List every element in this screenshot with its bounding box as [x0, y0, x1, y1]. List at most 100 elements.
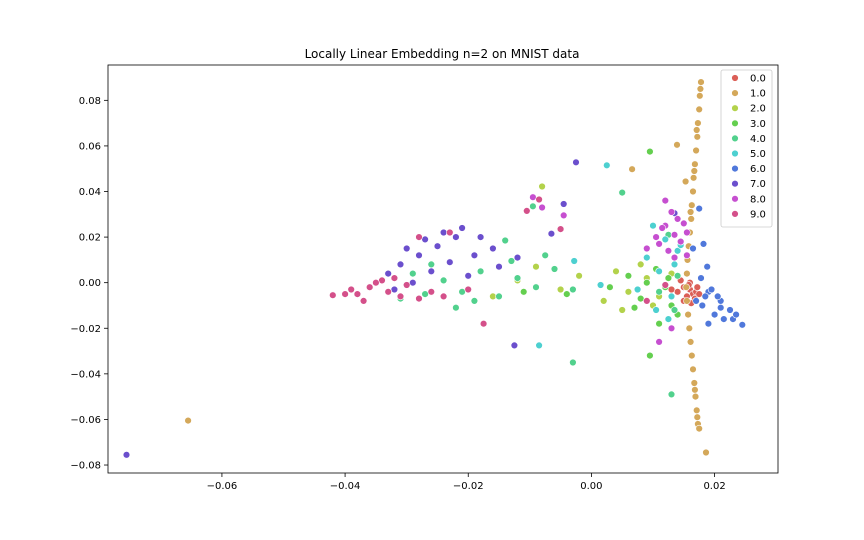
point-1.0-18 [685, 324, 693, 332]
point-5.0-11 [596, 281, 605, 289]
point-4.0-5 [513, 274, 522, 282]
point-8.0-6 [652, 233, 660, 241]
point-6.0-15 [689, 244, 697, 253]
point-7.0-12 [409, 279, 417, 287]
point-1.0-16 [683, 297, 691, 305]
point-2.0-5 [599, 297, 608, 305]
point-9.0-22 [643, 297, 651, 305]
point-1.0-27 [692, 126, 701, 134]
point-9.0-12 [415, 294, 423, 303]
point-4.0-0 [421, 290, 429, 298]
point-4.0-14 [409, 269, 417, 278]
point-1.0-19 [686, 338, 695, 346]
point-8.0-10 [670, 253, 679, 262]
point-3.0-14 [664, 274, 673, 282]
point-1.0-6 [691, 160, 699, 168]
point-6.0-3 [738, 321, 746, 329]
point-9.0-16 [479, 320, 488, 328]
point-8.0-17 [661, 196, 669, 205]
points-layer [122, 78, 746, 459]
point-4.0-24 [670, 306, 679, 314]
point-1.0-21 [689, 365, 697, 373]
point-4.0-17 [470, 297, 479, 305]
point-7.0-21 [559, 200, 568, 208]
point-6.0-12 [697, 274, 705, 282]
point-9.0-21 [446, 228, 454, 237]
point-8.0-19 [643, 244, 651, 253]
point-8.0-16 [655, 338, 663, 346]
legend-marker-5.0 [731, 149, 739, 158]
point-5.0-6 [661, 235, 669, 244]
point-1.0-24 [692, 406, 701, 414]
point-4.0-10 [529, 202, 537, 211]
point-5.0-4 [673, 247, 682, 255]
point-5.0-10 [570, 257, 578, 265]
point-4.0-13 [452, 304, 460, 312]
point-2.0-0 [538, 182, 546, 191]
legend-marker-7.0 [731, 180, 739, 188]
point-6.0-9 [716, 304, 725, 312]
point-6.0-10 [692, 297, 700, 305]
point-4.0-16 [541, 251, 549, 260]
point-6.0-14 [695, 204, 703, 213]
point-4.0-6 [532, 283, 540, 291]
point-4.0-18 [667, 390, 676, 399]
x-tick-label: −0.06 [207, 481, 238, 492]
point-1.0-37 [628, 165, 636, 173]
point-7.0-3 [439, 228, 448, 237]
point-5.0-5 [633, 285, 642, 294]
legend-label-4.0: 4.0 [750, 134, 766, 145]
point-8.0-12 [529, 193, 537, 201]
point-8.0-4 [664, 247, 673, 255]
x-tick-label: 0.02 [703, 481, 725, 492]
point-7.0-11 [427, 267, 435, 275]
legend-label-6.0: 6.0 [750, 164, 766, 175]
legend: 0.0 1.0 2.0 3.0 4.0 5.0 6.0 7.0 8.0 9.0 [720, 69, 773, 228]
point-8.0-5 [683, 228, 691, 237]
point-1.0-5 [692, 146, 700, 155]
point-9.0-5 [359, 297, 368, 305]
point-9.0-1 [341, 290, 349, 298]
legend-label-1.0: 1.0 [750, 89, 766, 100]
point-7.0-13 [489, 244, 497, 253]
point-1.0-20 [688, 351, 696, 360]
point-8.0-11 [680, 219, 688, 228]
point-7.0-22 [464, 272, 472, 280]
legend-marker-9.0 [731, 210, 739, 218]
y-tick-label: 0.04 [79, 187, 101, 198]
point-0.0-11 [667, 285, 676, 294]
legend-label-2.0: 2.0 [750, 104, 766, 115]
point-3.0-9 [519, 288, 528, 296]
point-9.0-4 [378, 276, 386, 285]
point-1.0-0 [697, 78, 705, 86]
point-5.0-1 [655, 267, 663, 275]
legend-label-5.0: 5.0 [750, 149, 766, 160]
point-1.0-1 [696, 92, 704, 100]
point-5.0-9 [535, 341, 543, 350]
point-7.0-4 [458, 224, 466, 232]
legend-marker-2.0 [731, 104, 739, 112]
legend-marker-6.0 [731, 164, 739, 173]
point-9.0-20 [415, 233, 423, 241]
point-1.0-32 [695, 424, 703, 433]
point-6.0-8 [707, 285, 716, 294]
point-9.0-18 [523, 207, 531, 215]
point-4.0-11 [507, 257, 516, 265]
point-9.0-7 [372, 279, 380, 287]
point-6.0-11 [720, 315, 728, 323]
point-9.0-13 [427, 288, 435, 296]
point-7.0-15 [572, 158, 580, 167]
point-6.0-18 [732, 310, 740, 319]
point-9.0-14 [439, 292, 448, 301]
point-4.0-7 [550, 265, 559, 273]
legend-label-0.0: 0.0 [750, 74, 766, 85]
point-1.0-23 [691, 392, 700, 401]
point-7.0-10 [470, 251, 479, 260]
point-4.0-3 [476, 267, 485, 275]
point-4.0-4 [495, 292, 503, 301]
point-1.0-26 [696, 85, 705, 93]
point-6.0-17 [704, 320, 713, 328]
point-7.0-17 [547, 230, 556, 238]
legend-label-8.0: 8.0 [750, 194, 766, 205]
point-3.0-12 [646, 351, 654, 360]
